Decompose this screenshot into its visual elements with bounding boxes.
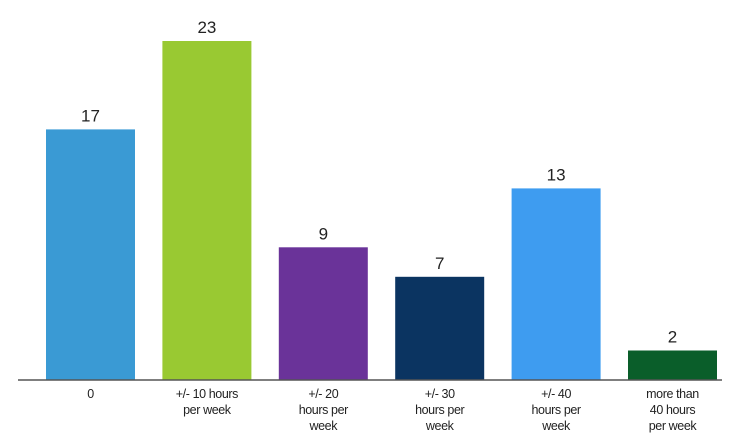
value-label-3: 7: [435, 254, 444, 273]
category-label-3-line-2: week: [425, 419, 455, 433]
bars-group: [46, 41, 717, 380]
value-label-5: 2: [668, 328, 677, 347]
bar-2: [278, 247, 368, 380]
category-label-1: +/- 10 hours per week: [176, 387, 238, 417]
value-label-1: 23: [197, 18, 216, 37]
category-label-5-line-0: more than: [646, 387, 699, 401]
bar-4: [511, 188, 601, 380]
bar-0: [46, 129, 135, 380]
category-label-0-line-0: 0: [87, 387, 94, 401]
bar-3: [395, 276, 485, 380]
category-label-2-line-1: hours per: [299, 403, 348, 417]
category-label-4: +/- 40 hours per week: [531, 387, 580, 433]
bar-1: [162, 41, 252, 380]
bar-5: [628, 350, 717, 380]
category-label-3: +/- 30 hours per week: [415, 387, 464, 433]
category-labels-group: 0 +/- 10 hours per week +/- 20 hours per week…: [87, 387, 699, 433]
category-label-5-line-1: 40 hours: [650, 403, 696, 417]
category-label-2-line-0: +/- 20: [308, 387, 338, 401]
category-label-3-line-0: +/- 30: [425, 387, 455, 401]
value-label-4: 13: [547, 165, 566, 184]
category-label-2: +/- 20 hours per week: [299, 387, 348, 433]
category-label-5: more than 40 hours per week: [646, 387, 699, 433]
category-label-4-line-2: week: [541, 419, 571, 433]
value-label-0: 17: [81, 106, 100, 125]
category-label-5-line-2: per week: [649, 419, 698, 433]
category-label-0: 0: [87, 387, 94, 401]
category-label-1-line-1: per week: [183, 403, 232, 417]
category-label-2-line-2: week: [309, 419, 339, 433]
category-label-4-line-0: +/- 40: [541, 387, 571, 401]
value-labels-group: 17 23 9 7 13 2: [81, 18, 677, 347]
category-label-4-line-1: hours per: [531, 403, 580, 417]
category-label-3-line-1: hours per: [415, 403, 464, 417]
category-label-1-line-0: +/- 10 hours: [176, 387, 238, 401]
value-label-2: 9: [319, 224, 328, 243]
